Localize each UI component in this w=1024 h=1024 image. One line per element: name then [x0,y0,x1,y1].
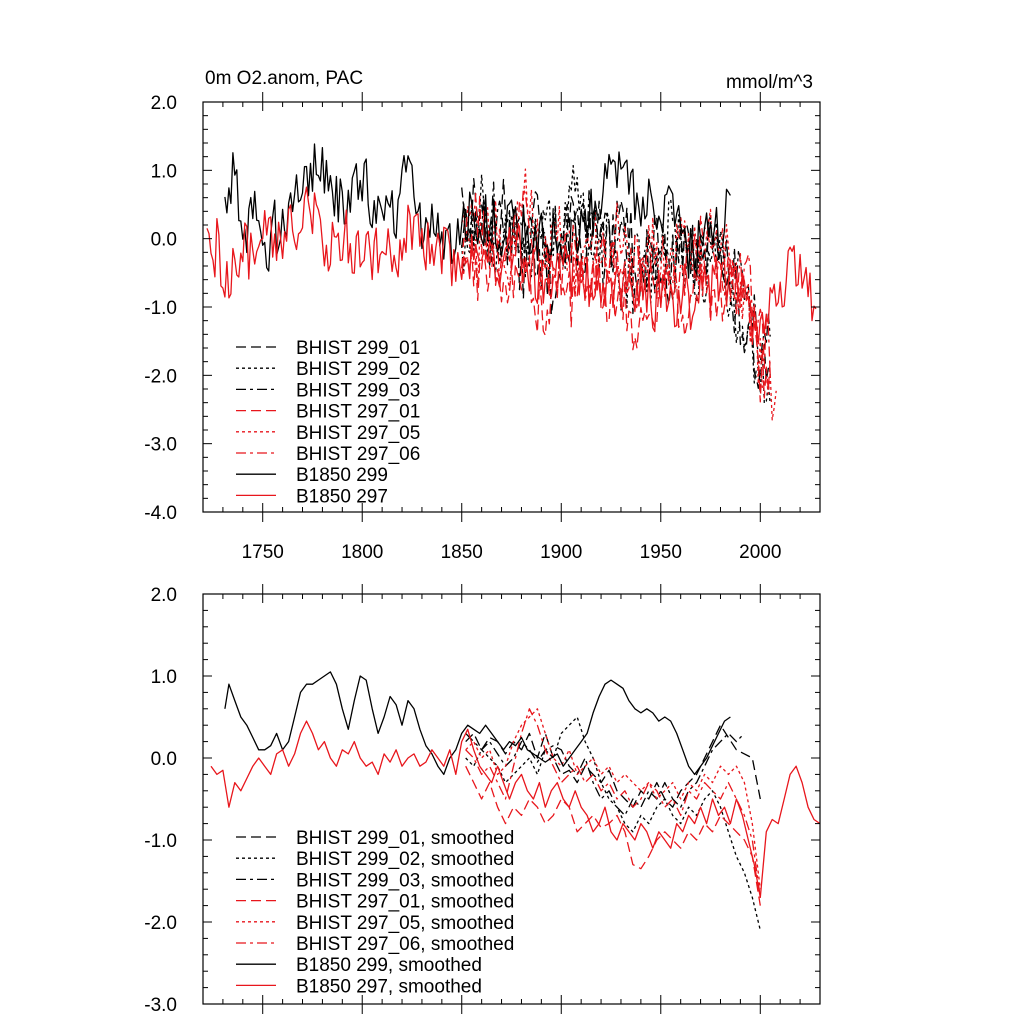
series-line-4 [465,765,761,906]
y-tick-label: 0.0 [151,230,177,251]
legend-label-6: BHIST 297_06, smoothed [296,934,514,955]
y-tick-label: -1.0 [144,298,177,319]
x-tick-label: 1900 [540,542,582,563]
y-tick-label: 1.0 [151,667,177,688]
series-line-8 [206,186,817,345]
legend-label-3: BHIST 299_03 [296,380,420,401]
series-line-5 [465,708,761,890]
series-line-5 [461,168,777,421]
x-tick-label: 1800 [341,542,383,563]
y-tick-label: 0.0 [151,749,177,770]
legend-label-8: B1850 297, smoothed [296,976,482,997]
series-line-3 [465,732,745,817]
y-tick-label: -1.0 [144,831,177,852]
y-tick-label: 2.0 [151,93,177,114]
x-tick-label: 2000 [739,542,781,563]
y-tick-label: -3.0 [144,995,177,1016]
series-line-6 [465,708,761,898]
x-tick-label: 1950 [640,542,682,563]
series-line-7 [224,671,731,776]
series-line-1 [465,724,761,808]
units-label: mmol/m^3 [726,72,813,93]
chart-title: 0m O2.anom, PAC [205,68,363,89]
legend-label-3: BHIST 299_03, smoothed [296,870,514,891]
legend-label-7: B1850 299, smoothed [296,955,482,976]
bottom-panel: 2.0 1.0 0.0 -1.0 -2.0 -3.0 BHIST 299_01, smoot… [144,584,821,1016]
series-group [206,143,817,421]
series-line-2 [465,716,761,931]
legend-label-6: BHIST 297_06 [296,444,420,465]
legend-label-5: BHIST 297_05 [296,423,420,444]
y-tick-label: 2.0 [151,585,177,606]
legend-label-7: B1850 299 [296,465,388,486]
series-line-6 [461,188,771,375]
y-tick-label: -2.0 [144,913,177,934]
plot-frame [202,593,821,1005]
top-panel: 2.0 1.0 0.0 -1.0 -2.0 -3.0 -4.0 1750 1800 1850 190… [144,68,821,563]
series-line-8 [210,720,820,899]
legend-label-2: BHIST 299_02 [296,359,420,380]
legend-label-4: BHIST 297_01 [296,402,420,423]
legend-label-4: BHIST 297_01, smoothed [296,892,514,913]
legend-label-5: BHIST 297_05, smoothed [296,913,514,934]
y-tick-label: -2.0 [144,366,177,387]
legend-label-2: BHIST 299_02, smoothed [296,849,514,870]
series-group [210,671,820,931]
y-tick-label: -4.0 [144,503,177,524]
series-line-2 [461,164,771,404]
y-tick-label: -3.0 [144,435,177,456]
legend-label-8: B1850 297 [296,486,388,507]
legend-label-1: BHIST 299_01, smoothed [296,828,514,849]
legend-label-1: BHIST 299_01 [296,338,420,359]
y-tick-label: 1.0 [151,161,177,182]
x-tick-label: 1750 [242,542,284,563]
series-line-7 [224,143,731,279]
x-tick-label: 1850 [441,542,483,563]
